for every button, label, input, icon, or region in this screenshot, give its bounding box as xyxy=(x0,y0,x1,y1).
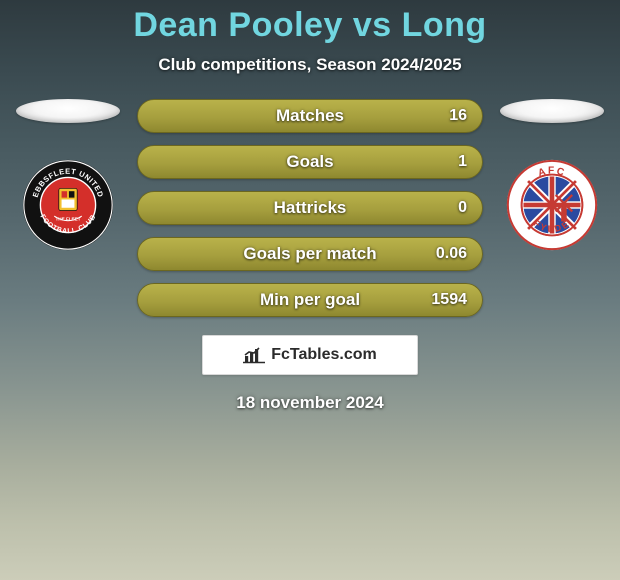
left-club-logo: THE FLEET EBBSFLEET UNITED FOOTBALL CLUB xyxy=(22,159,114,251)
stat-label: Min per goal xyxy=(260,290,360,310)
comparison-row: THE FLEET EBBSFLEET UNITED FOOTBALL CLUB… xyxy=(0,99,620,317)
brand-box[interactable]: FcTables.com xyxy=(202,335,418,375)
stat-bar: Matches 16 xyxy=(137,99,483,133)
stats-bars: Matches 16 Goals 1 Hattricks 0 Goals per… xyxy=(137,99,483,317)
bar-chart-icon xyxy=(243,346,265,364)
stat-value: 1 xyxy=(458,153,467,171)
stat-bar: Goals per match 0.06 xyxy=(137,237,483,271)
stat-bar: Goals 1 xyxy=(137,145,483,179)
right-side: AFC FYLDE xyxy=(497,99,607,251)
stat-label: Goals per match xyxy=(243,244,376,264)
left-side: THE FLEET EBBSFLEET UNITED FOOTBALL CLUB xyxy=(13,99,123,251)
stat-bar: Hattricks 0 xyxy=(137,191,483,225)
left-marker-ellipse xyxy=(16,99,120,123)
page-title: Dean Pooley vs Long xyxy=(0,6,620,45)
brand-text: FcTables.com xyxy=(271,346,377,364)
date-text: 18 november 2024 xyxy=(0,393,620,413)
right-marker-ellipse xyxy=(500,99,604,123)
page-subtitle: Club competitions, Season 2024/2025 xyxy=(0,55,620,75)
stat-value: 0.06 xyxy=(436,245,467,263)
stat-label: Hattricks xyxy=(274,198,347,218)
stat-bar: Min per goal 1594 xyxy=(137,283,483,317)
stat-label: Goals xyxy=(286,152,333,172)
stat-value: 16 xyxy=(449,107,467,125)
svg-text:THE FLEET: THE FLEET xyxy=(55,217,80,222)
right-club-logo: AFC FYLDE xyxy=(506,159,598,251)
stat-value: 0 xyxy=(458,199,467,217)
stat-label: Matches xyxy=(276,106,344,126)
stat-value: 1594 xyxy=(431,291,467,309)
